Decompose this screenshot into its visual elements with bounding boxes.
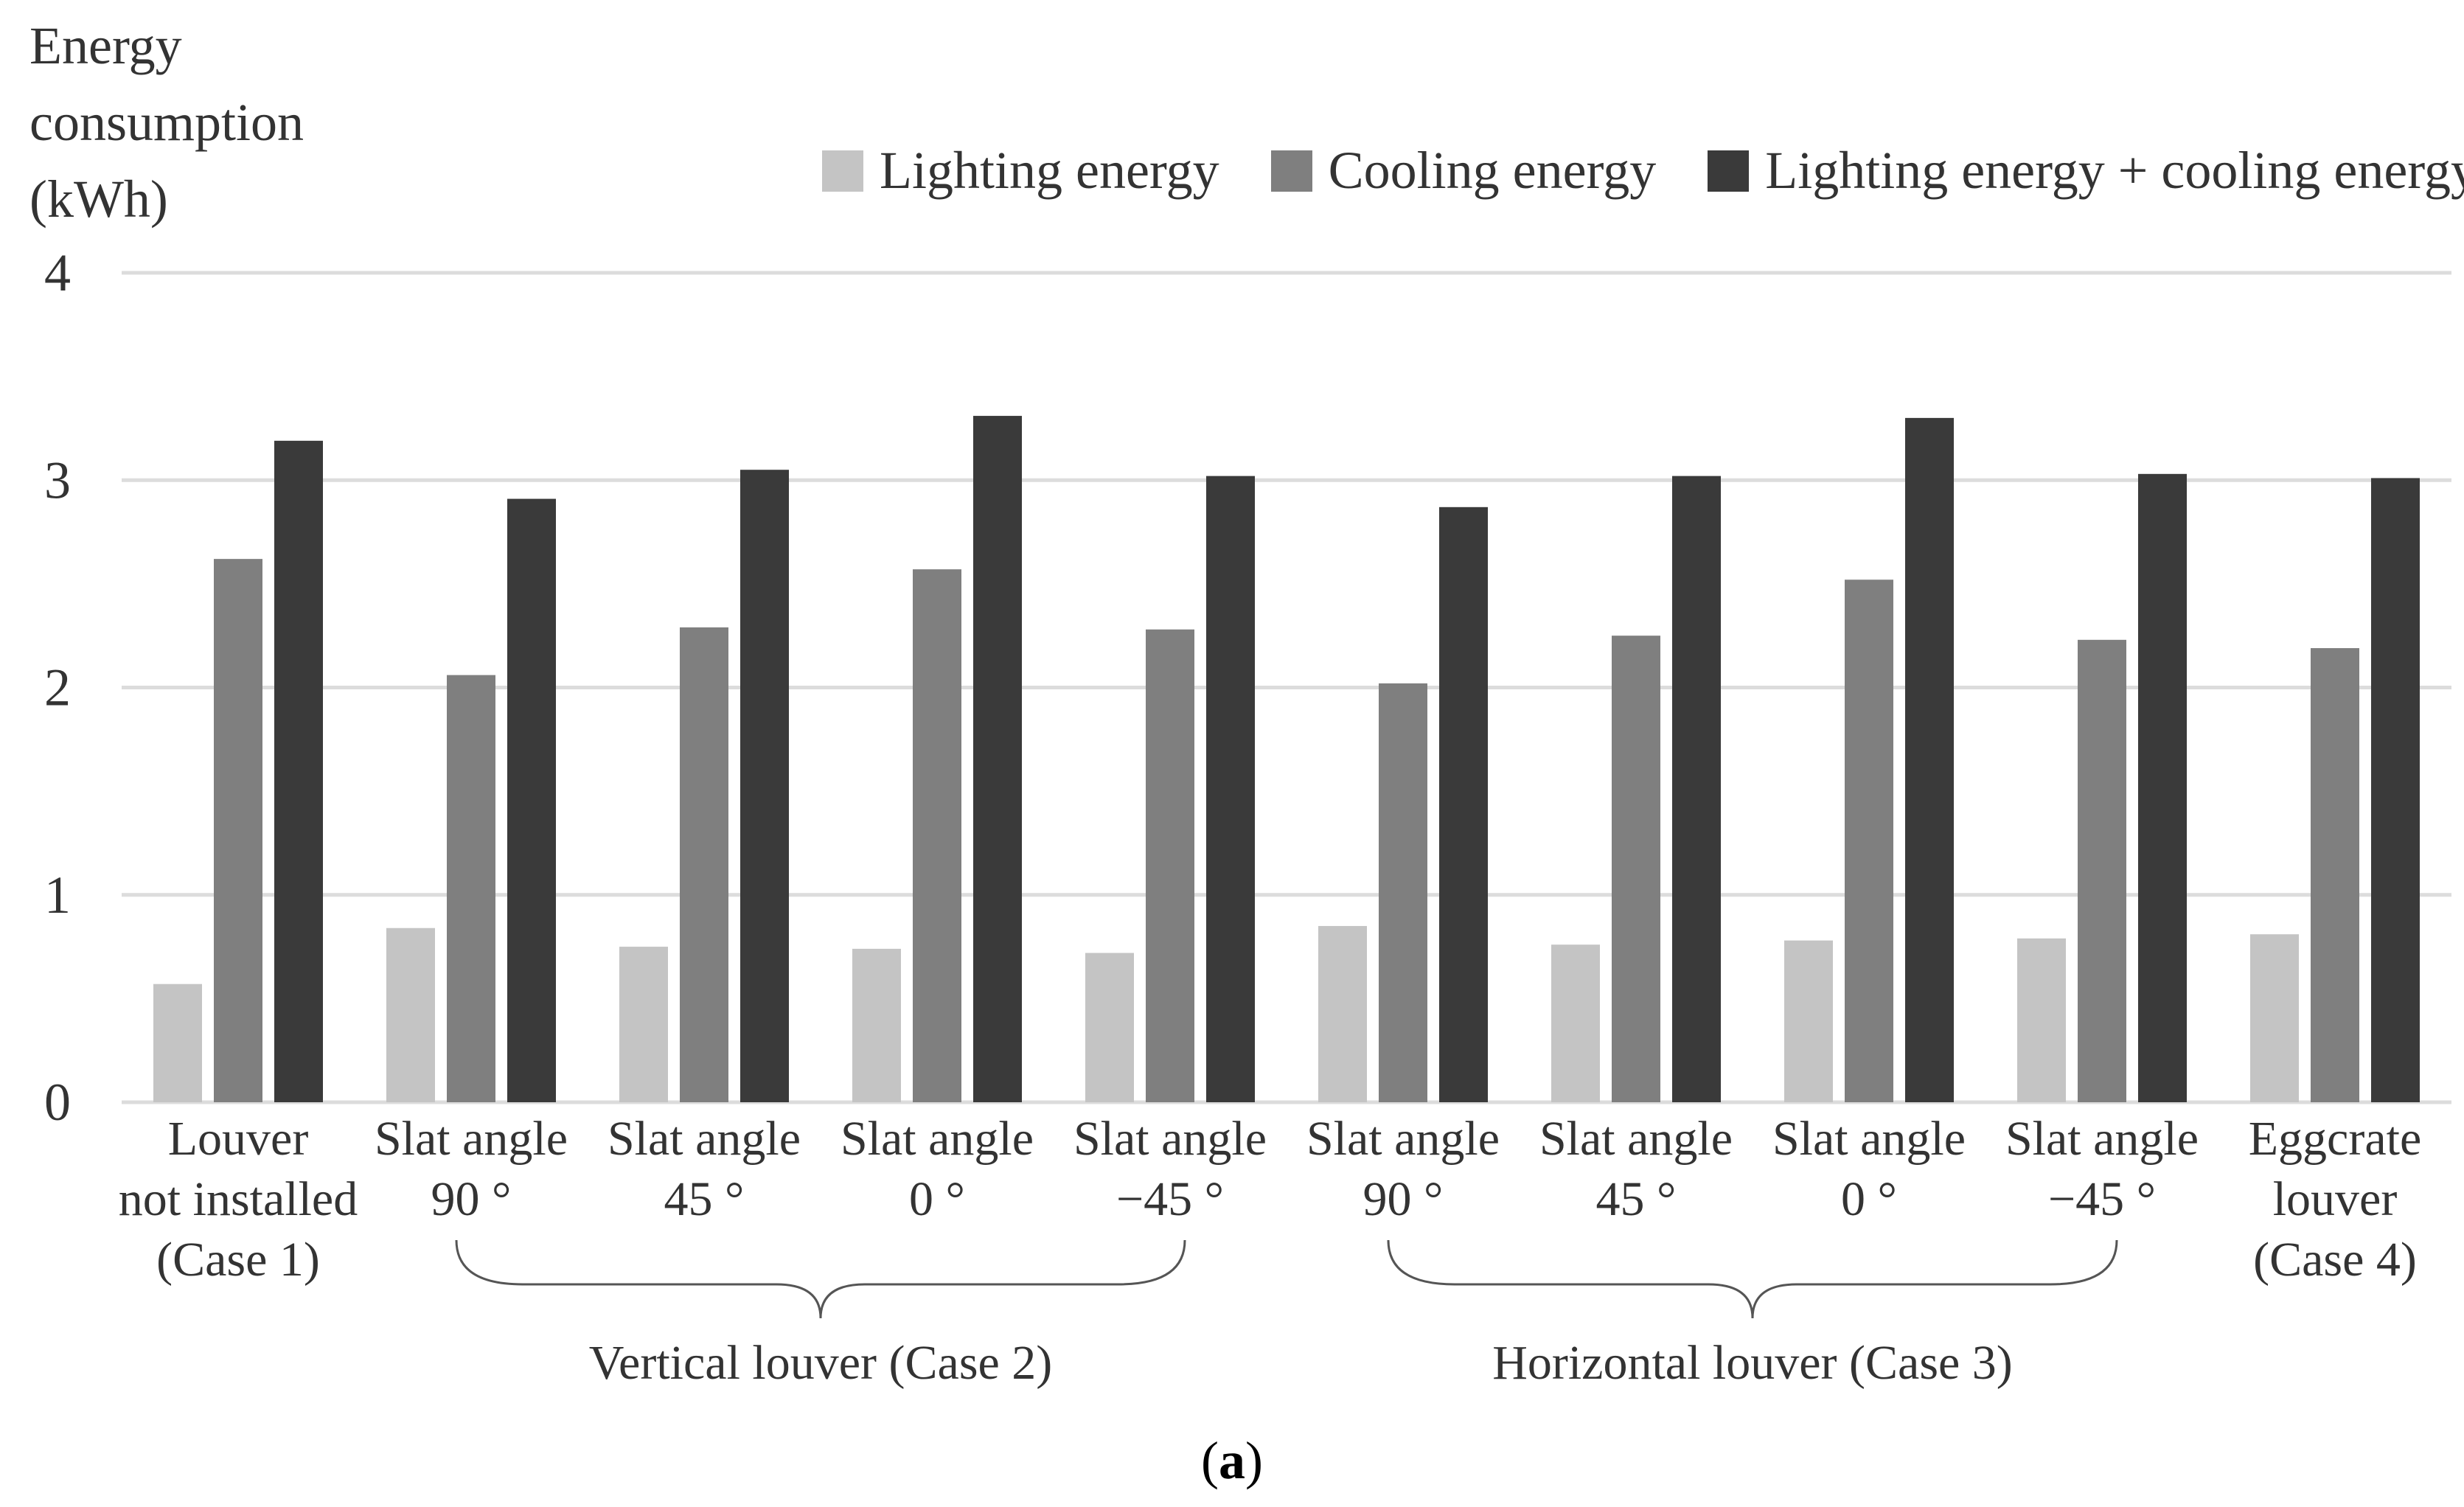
caption-close: ) [1245,1431,1263,1490]
group-brace-1 [1387,1239,2118,1319]
x-tick-label: Slat angle [2005,1112,2199,1166]
x-tick-label: 0 ° [909,1172,965,1226]
y-tick-label: 4 [44,243,71,302]
group-label-0: Vertical louver (Case 2) [589,1336,1053,1390]
bar-series-2-cat-9 [2371,478,2420,1102]
legend-swatch-lighting [822,150,863,192]
y-tick-label: 3 [44,450,71,509]
bar-series-1-cat-2 [680,627,728,1102]
legend-label-cooling: Cooling energy [1328,141,1657,200]
y-tick-label: 1 [44,866,71,925]
bar-series-0-cat-5 [1318,925,1367,1102]
legend-item-lighting: Lighting energy [822,140,1219,201]
y-axis-title: Energy consumption (kWh) [29,7,304,237]
bar-series-1-cat-3 [913,569,961,1102]
bar-series-2-cat-6 [1672,476,1721,1102]
legend-swatch-cooling [1270,150,1312,192]
x-tick-label: Eggcrate [2249,1112,2422,1166]
bars [153,416,2420,1102]
bar-series-0-cat-9 [2250,934,2299,1102]
legend-label-lighting: Lighting energy [880,141,1219,200]
legend-item-total: Lighting energy + cooling energy [1708,140,2464,201]
bar-series-1-cat-6 [1612,636,1660,1102]
x-tick-label: 90 ° [1363,1172,1444,1226]
bar-series-2-cat-2 [740,470,789,1102]
bar-series-1-cat-4 [1146,629,1194,1102]
bar-series-0-cat-4 [1085,953,1134,1102]
bar-series-0-cat-7 [1784,940,1833,1102]
bar-series-1-cat-7 [1845,580,1893,1102]
x-tick-label: 45 ° [664,1172,745,1226]
x-tick-label: Slat angle [1306,1112,1500,1166]
x-tick-label: Louver [168,1112,309,1166]
x-tick-label: (Case 4) [2253,1233,2417,1287]
legend-label-total: Lighting energy + cooling energy [1765,141,2464,200]
figure-caption: (a) [0,1430,2464,1492]
bar-series-2-cat-3 [973,416,1022,1102]
bar-series-0-cat-1 [386,927,435,1102]
category-groups: Vertical louver (Case 2) Horizontal louve… [455,1239,2118,1390]
x-tick-label: Slat angle [1539,1112,1733,1166]
x-tick-label: 45 ° [1596,1172,1677,1226]
caption-letter: a [1219,1431,1245,1490]
y-tick-label: 0 [44,1073,71,1132]
x-tick-labels: Louver not installed (Case 1) Slat angle 90 … [119,1112,2421,1287]
x-tick-label: Slat angle [608,1112,801,1166]
bar-series-0-cat-6 [1551,944,1600,1102]
chart-legend: Lighting energy Cooling energy Lighting … [822,140,2464,201]
bar-series-2-cat-1 [507,498,556,1102]
bar-series-2-cat-5 [1439,507,1488,1102]
legend-item-cooling: Cooling energy [1270,140,1657,201]
bar-series-1-cat-9 [2311,648,2359,1102]
bar-series-1-cat-5 [1379,683,1427,1102]
x-tick-label: Slat angle [841,1112,1034,1166]
y-tick-label: 2 [44,658,71,717]
x-tick-label: −45 ° [1116,1172,1224,1226]
x-tick-label: 0 ° [1841,1172,1897,1226]
bar-series-0-cat-0 [153,984,202,1102]
x-tick-label: Slat angle [1772,1112,1966,1166]
x-tick-label: (Case 1) [156,1233,320,1287]
x-tick-label: not installed [119,1172,358,1226]
y-axis-title-line-3: (kWh) [29,170,168,229]
bar-series-2-cat-4 [1206,476,1255,1102]
x-tick-label: louver [2273,1172,2398,1226]
group-label-1: Horizontal louver (Case 3) [1492,1336,2013,1390]
bar-series-1-cat-1 [447,675,495,1102]
y-tick-labels: 0 1 2 3 4 [44,243,71,1132]
bar-series-2-cat-8 [2138,473,2187,1102]
legend-swatch-total [1708,150,1750,192]
bar-series-2-cat-0 [274,440,323,1102]
bar-series-0-cat-2 [619,947,668,1102]
bar-series-1-cat-0 [214,559,262,1102]
x-tick-label: Slat angle [1073,1112,1267,1166]
y-axis-title-line-2: consumption [29,93,304,152]
bar-series-2-cat-7 [1905,417,1954,1102]
x-tick-label: 90 ° [431,1172,512,1226]
x-tick-label: −45 ° [2048,1172,2156,1226]
group-brace-0 [455,1239,1186,1319]
x-tick-label: Slat angle [375,1112,568,1166]
bar-series-1-cat-8 [2078,639,2126,1102]
bar-series-0-cat-3 [852,948,901,1102]
caption-open: ( [1201,1431,1219,1490]
y-axis-title-line-1: Energy [29,16,182,75]
bar-series-0-cat-8 [2017,938,2066,1102]
